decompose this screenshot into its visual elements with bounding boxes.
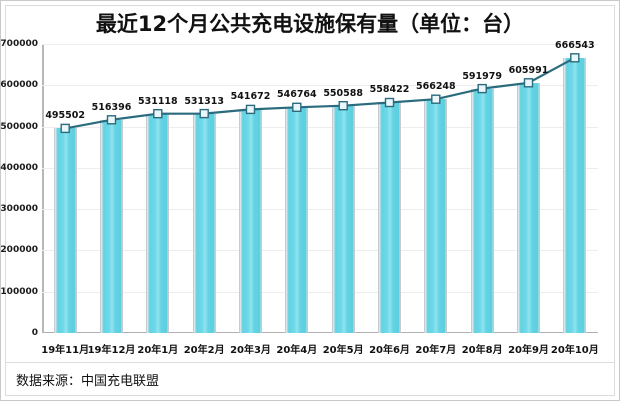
- x-tick-label: 20年5月: [322, 345, 364, 356]
- bar-edge: [539, 82, 541, 333]
- bar: [53, 128, 77, 333]
- gridline: [42, 126, 598, 128]
- bar-edge: [53, 128, 55, 333]
- bar-edge: [99, 119, 101, 333]
- line-markers: [60, 53, 580, 134]
- line-series: [64, 56, 576, 130]
- bar-edge: [192, 113, 194, 333]
- gridline: [42, 85, 598, 87]
- x-tick-label: 20年1月: [137, 345, 179, 356]
- bar-edge: [492, 88, 494, 333]
- y-tick-label: 0: [31, 328, 38, 338]
- bar: [470, 88, 494, 333]
- bar: [331, 105, 355, 333]
- data-label: 541672: [230, 91, 271, 103]
- line-marker: [245, 104, 256, 115]
- bar: [146, 113, 170, 333]
- x-tick-label: 20年6月: [369, 345, 410, 356]
- chart-title: 最近12个月公共充电设施保有量（单位：台）: [95, 12, 525, 36]
- data-label: 605991: [508, 64, 549, 76]
- line-marker: [431, 94, 441, 104]
- bar: [563, 57, 587, 333]
- bar-series: [42, 44, 598, 333]
- line-marker: [106, 115, 117, 125]
- y-tick-label: 700000: [0, 39, 38, 49]
- bar-edge: [516, 82, 518, 333]
- gridline: [42, 291, 598, 293]
- gridline: [42, 167, 598, 169]
- data-label: 516396: [91, 101, 132, 113]
- source-note: 数据来源：中国充电联盟: [16, 374, 160, 389]
- bar: [99, 119, 124, 333]
- bar-edge: [75, 128, 77, 333]
- x-tick-label: 19年11月: [41, 345, 90, 356]
- line-marker: [523, 78, 534, 88]
- bar-edge: [563, 57, 565, 333]
- line-marker: [292, 102, 302, 112]
- data-label: 495502: [45, 110, 85, 122]
- x-tick-label: 20年3月: [230, 345, 271, 356]
- bar-edge: [446, 99, 448, 333]
- bar-edge: [470, 88, 472, 333]
- bar-edge: [261, 109, 263, 333]
- plot-area-wrapper: [42, 44, 598, 333]
- line-marker: [384, 97, 395, 108]
- bar: [285, 107, 309, 333]
- data-label: 666543: [554, 39, 595, 51]
- data-label: 558422: [369, 84, 410, 96]
- y-tick-label: 400000: [0, 162, 38, 173]
- y-tick-label: 100000: [0, 286, 38, 297]
- line-marker: [199, 108, 209, 119]
- data-label: 531118: [137, 95, 178, 107]
- bar-edge: [146, 113, 148, 333]
- bar: [516, 82, 541, 333]
- gridline: [42, 209, 598, 211]
- bar-edge: [285, 107, 287, 333]
- data-label: 550588: [323, 87, 363, 99]
- bar: [192, 113, 216, 333]
- bar-edge: [214, 113, 216, 333]
- y-tick-label: 200000: [0, 245, 38, 256]
- data-label: 566248: [415, 81, 456, 93]
- line-marker: [60, 123, 70, 134]
- bar-edge: [307, 107, 309, 333]
- bar-edge: [168, 113, 170, 333]
- source-divider: [6, 362, 614, 363]
- data-label: 591979: [462, 70, 502, 82]
- bar-edge: [331, 105, 333, 333]
- gridline: [42, 44, 598, 45]
- plot-area: [42, 44, 598, 333]
- line-path: [64, 56, 576, 130]
- gridline: [42, 250, 598, 252]
- bar: [377, 102, 402, 333]
- y-tick-label: 500000: [0, 121, 38, 132]
- x-tick-label: 20年4月: [276, 345, 318, 356]
- bar-edge: [377, 102, 379, 333]
- data-label: 531313: [184, 95, 224, 107]
- bar-edge: [353, 105, 355, 333]
- line-marker: [153, 108, 163, 119]
- x-tick-label: 19年12月: [87, 345, 136, 356]
- y-tick-label: 300000: [0, 204, 38, 215]
- line-marker: [570, 53, 580, 63]
- x-tick-label: 20年7月: [415, 345, 457, 356]
- data-label: 546764: [276, 89, 317, 101]
- bar-edge: [122, 119, 124, 333]
- bar: [238, 109, 263, 333]
- x-tick-label: 20年9月: [508, 345, 549, 356]
- bar-edge: [424, 99, 426, 333]
- bar: [424, 99, 448, 333]
- x-tick-label: 20年8月: [461, 345, 503, 356]
- x-tick-label: 20年10月: [550, 345, 599, 356]
- line-marker: [338, 101, 348, 111]
- bar-edge: [400, 102, 402, 333]
- bar-edge: [238, 109, 240, 333]
- bar-edge: [585, 57, 587, 333]
- y-tick-label: 600000: [0, 80, 38, 91]
- gridlines: [42, 44, 598, 333]
- x-tick-label: 20年2月: [183, 345, 225, 356]
- line-marker: [477, 83, 487, 94]
